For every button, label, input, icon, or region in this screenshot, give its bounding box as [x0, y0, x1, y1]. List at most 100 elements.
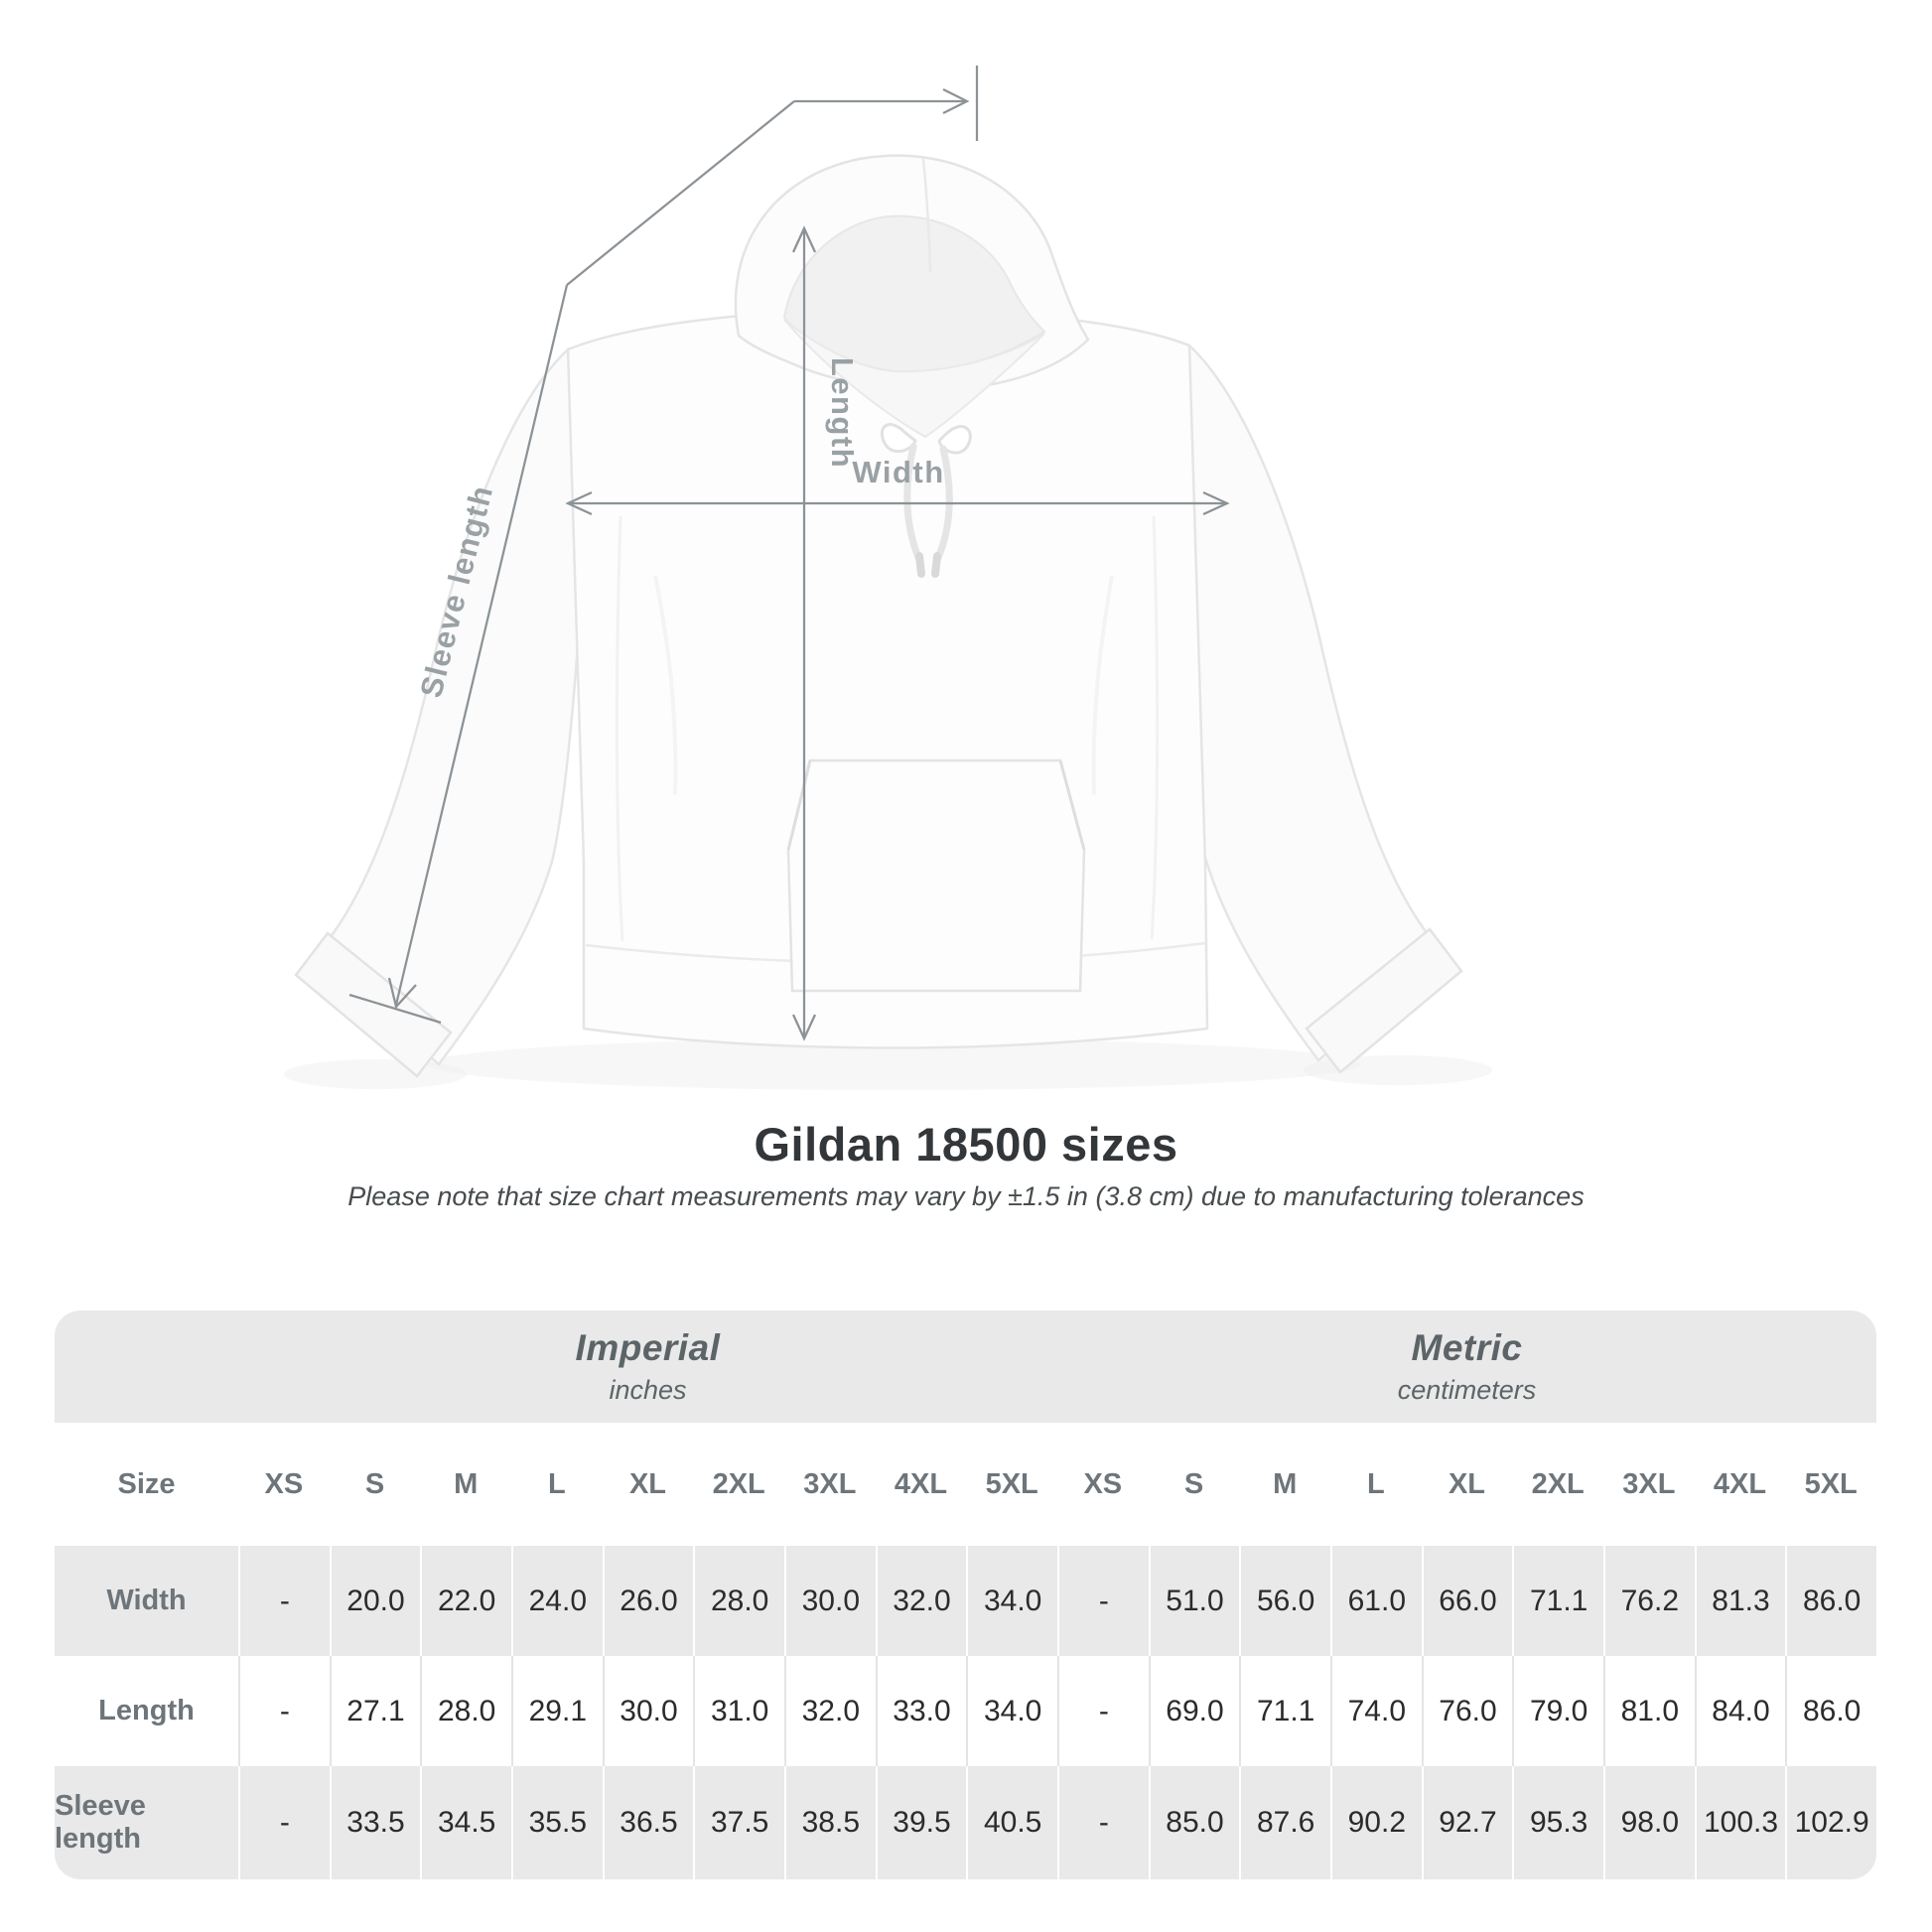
width-value: - — [1056, 1546, 1149, 1656]
tolerance-note: Please note that size chart measurements… — [347, 1181, 1585, 1211]
size-col-header: 4XL — [894, 1467, 948, 1500]
sleeve-value: 87.6 — [1239, 1766, 1330, 1879]
size-col-header: 2XL — [1531, 1467, 1585, 1500]
imperial-unit: inches — [609, 1375, 687, 1405]
size-col-header: XS — [264, 1467, 304, 1500]
sleeve-value: 33.5 — [329, 1766, 421, 1879]
length-value: 27.1 — [329, 1656, 421, 1766]
length-value: 28.0 — [420, 1656, 511, 1766]
row-label: Width — [106, 1585, 187, 1616]
length-value: 84.0 — [1694, 1656, 1786, 1766]
size-col-header: 2XL — [712, 1467, 765, 1500]
width-value: 81.3 — [1694, 1546, 1786, 1656]
width-value: 86.0 — [1785, 1546, 1876, 1656]
width-value: 30.0 — [783, 1546, 876, 1656]
size-diagram: Sleeve length Length Width — [284, 66, 1492, 1090]
sleeve-value: 37.5 — [693, 1766, 784, 1879]
imperial-name: Imperial — [575, 1327, 721, 1368]
size-col-header: M — [454, 1467, 479, 1500]
size-col-header: 3XL — [803, 1467, 857, 1500]
chart-heading: Gildan 18500 sizes Please note that size… — [0, 1118, 1932, 1212]
metric-band: Metric centimeters — [1057, 1311, 1876, 1423]
unit-band-spacer — [55, 1311, 238, 1423]
width-value: 66.0 — [1421, 1546, 1513, 1656]
sleeve-value: 90.2 — [1329, 1766, 1422, 1879]
page-title: Gildan 18500 sizes — [754, 1118, 1178, 1171]
sleeve-value: - — [238, 1766, 330, 1879]
width-value: 61.0 — [1329, 1546, 1422, 1656]
width-value: - — [238, 1546, 330, 1656]
length-value: 29.1 — [510, 1656, 603, 1766]
width-value: 26.0 — [602, 1546, 694, 1656]
measure-lines — [348, 66, 1230, 1041]
sleeve-value: - — [1056, 1766, 1149, 1879]
width-value: 20.0 — [329, 1546, 421, 1656]
size-header-label: Size — [117, 1467, 176, 1500]
size-header-row: Size XS S M L XL 2XL 3XL 4XL 5XL XS S M … — [55, 1423, 1876, 1546]
length-label: Length — [825, 357, 860, 469]
sleeve-value: 95.3 — [1512, 1766, 1603, 1879]
size-col-header: L — [1366, 1467, 1385, 1500]
sleeve-value: 38.5 — [783, 1766, 876, 1879]
sleeve-value: 85.0 — [1148, 1766, 1240, 1879]
length-value: 32.0 — [783, 1656, 876, 1766]
width-label: Width — [852, 455, 944, 489]
size-col-header: L — [547, 1467, 566, 1500]
row-label: Sleeve length — [55, 1790, 146, 1855]
sleeve-value: 98.0 — [1602, 1766, 1695, 1879]
hoodie-pocket — [786, 759, 1086, 993]
sleeve-value: 92.7 — [1421, 1766, 1513, 1879]
size-col-header: XL — [628, 1467, 667, 1500]
table-row-length: Length - 27.1 28.0 29.1 30.0 31.0 32.0 3… — [55, 1656, 1876, 1766]
length-value: - — [1056, 1656, 1149, 1766]
length-value: 30.0 — [602, 1656, 694, 1766]
size-col-header: XL — [1448, 1467, 1486, 1500]
width-value: 22.0 — [420, 1546, 511, 1656]
width-value: 24.0 — [510, 1546, 603, 1656]
length-value: 79.0 — [1512, 1656, 1603, 1766]
size-table: Imperial inches Metric centimeters Size … — [55, 1311, 1876, 1879]
size-col-header: S — [1183, 1467, 1204, 1500]
size-col-header: 5XL — [1804, 1467, 1858, 1500]
metric-name: Metric — [1411, 1327, 1523, 1368]
sleeve-value: 34.5 — [420, 1766, 511, 1879]
size-col-header: S — [364, 1467, 385, 1500]
sleeve-value: 36.5 — [602, 1766, 694, 1879]
length-value: 76.0 — [1421, 1656, 1513, 1766]
hoodie-illustration: Sleeve length Length Width — [284, 66, 1492, 1090]
table-row-sleeve-length: Sleeve length - 33.5 34.5 35.5 36.5 37.5… — [55, 1766, 1876, 1879]
table-row-width: Width - 20.0 22.0 24.0 26.0 28.0 30.0 32… — [55, 1546, 1876, 1656]
size-col-header: 4XL — [1713, 1467, 1767, 1500]
sleeve-length-arrow — [348, 66, 979, 1025]
sleeve-value: 40.5 — [966, 1766, 1057, 1879]
size-col-header: XS — [1083, 1467, 1123, 1500]
hoodie-sleeves — [294, 343, 1463, 1078]
width-value: 76.2 — [1602, 1546, 1695, 1656]
metric-unit: centimeters — [1397, 1375, 1537, 1405]
width-value: 71.1 — [1512, 1546, 1603, 1656]
width-value: 34.0 — [966, 1546, 1057, 1656]
size-col-header: 3XL — [1622, 1467, 1676, 1500]
width-arrow — [565, 490, 1230, 516]
size-col-header: M — [1273, 1467, 1298, 1500]
width-value: 28.0 — [693, 1546, 784, 1656]
sleeve-value: 35.5 — [510, 1766, 603, 1879]
hoodie-hood — [734, 154, 1090, 439]
sleeve-value: 100.3 — [1694, 1766, 1786, 1879]
size-col-header: 5XL — [985, 1467, 1038, 1500]
length-value: 33.0 — [875, 1656, 967, 1766]
length-value: 86.0 — [1785, 1656, 1876, 1766]
sleeve-value: 39.5 — [875, 1766, 967, 1879]
length-value: 69.0 — [1148, 1656, 1240, 1766]
imperial-band: Imperial inches — [238, 1311, 1057, 1423]
length-value: 81.0 — [1602, 1656, 1695, 1766]
length-value: 71.1 — [1239, 1656, 1330, 1766]
hoodie-drawstrings — [880, 423, 972, 578]
length-value: 31.0 — [693, 1656, 784, 1766]
length-value: 34.0 — [966, 1656, 1057, 1766]
unit-band-row: Imperial inches Metric centimeters — [55, 1311, 1876, 1423]
width-value: 56.0 — [1239, 1546, 1330, 1656]
width-value: 51.0 — [1148, 1546, 1240, 1656]
length-value: 74.0 — [1329, 1656, 1422, 1766]
hoodie-shadow — [284, 1038, 1492, 1090]
